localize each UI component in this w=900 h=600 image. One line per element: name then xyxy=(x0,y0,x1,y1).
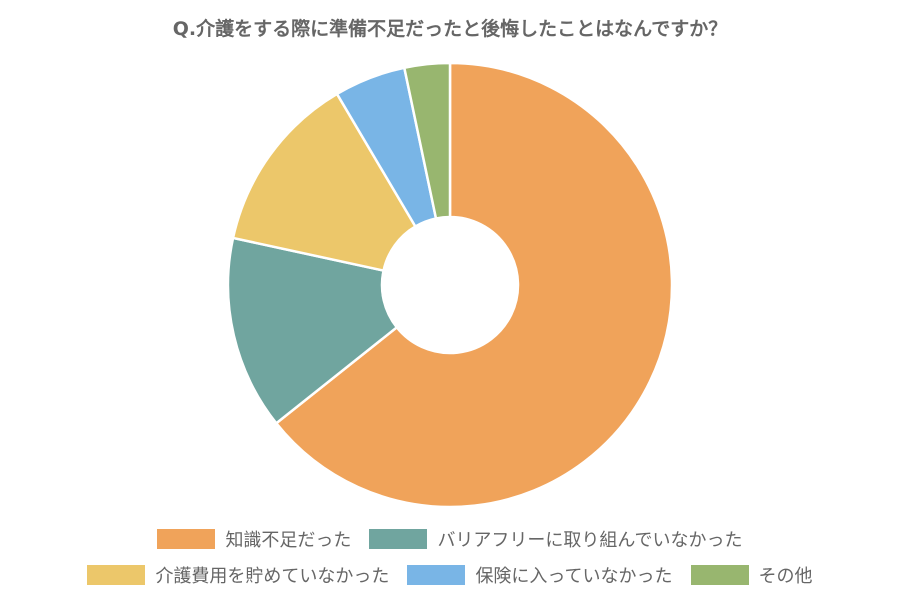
legend-label: 知識不足だった xyxy=(225,530,352,551)
slice-3 xyxy=(231,92,418,273)
legend-swatch xyxy=(407,565,466,585)
slice-1 xyxy=(274,61,674,509)
slice-2 xyxy=(226,236,399,426)
legend-swatch xyxy=(690,565,749,585)
legend-item[interactable]: バリアフリーに取り組んでいなかった xyxy=(369,526,743,552)
slice-5 xyxy=(402,61,452,220)
legend-row-2: 介護費用を貯めていなかった 保険に入っていなかった その他 xyxy=(0,562,900,588)
legend-swatch xyxy=(157,529,216,549)
legend-item[interactable]: 介護費用を貯めていなかった xyxy=(87,562,389,588)
legend-item[interactable]: 知識不足だった xyxy=(157,526,351,552)
legend-label: 保険に入っていなかった xyxy=(475,566,673,587)
legend-swatch xyxy=(87,565,146,585)
legend-item[interactable]: 保険に入っていなかった xyxy=(407,562,673,588)
legend-row-1: 知識不足だった バリアフリーに取り組んでいなかった xyxy=(0,526,900,552)
chart-title: Q.介護をする際に準備不足だったと後悔したことはなんですか？ xyxy=(172,18,728,40)
legend-label: 介護費用を貯めていなかった xyxy=(155,566,390,587)
legend-swatch xyxy=(369,529,428,549)
legend-label: その他 xyxy=(758,566,813,587)
legend-label: バリアフリーに取り組んでいなかった xyxy=(437,530,743,551)
legend-item[interactable]: その他 xyxy=(690,562,813,588)
